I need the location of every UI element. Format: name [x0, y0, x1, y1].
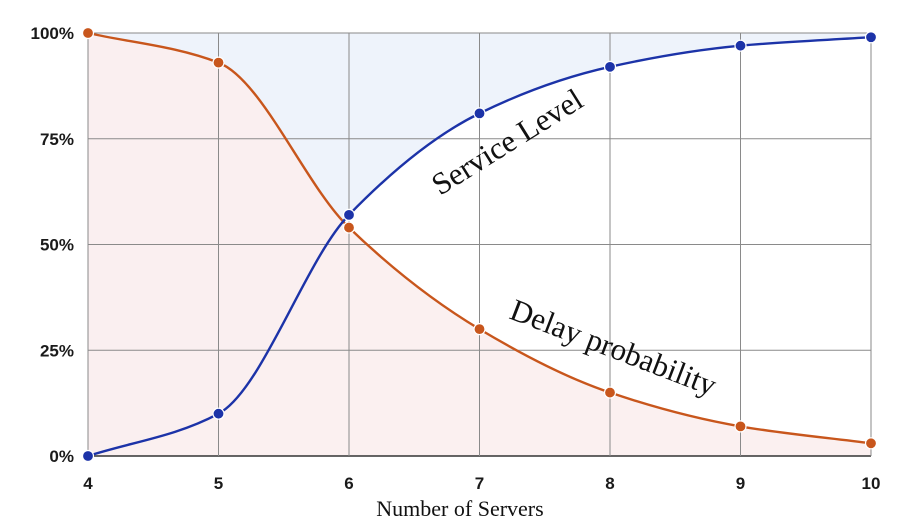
delay-probability-point: [81, 26, 95, 40]
y-tick-label: 25%: [40, 341, 74, 360]
delay-probability-point: [342, 221, 356, 234]
x-tick-label: 7: [475, 474, 484, 493]
y-tick-label: 100%: [31, 24, 74, 43]
service-level-point: [342, 208, 356, 221]
service-level-point: [473, 107, 486, 120]
service-level-point: [81, 449, 95, 463]
delay-probability-point: [864, 437, 878, 450]
x-tick-label: 10: [862, 474, 881, 493]
delay-probability-point: [734, 420, 747, 433]
gridlines: [87, 32, 872, 457]
x-tick-label: 5: [214, 474, 223, 493]
service-level-point: [212, 407, 225, 420]
service-level-point: [603, 60, 617, 73]
data-points: [81, 26, 878, 463]
tick-labels: 0% 25% 50% 75% 100% 4 5 6 7 8 9 10: [31, 24, 881, 493]
y-tick-label: 75%: [40, 130, 74, 149]
x-tick-label: 8: [605, 474, 614, 493]
delay-probability-point: [603, 386, 617, 399]
y-tick-label: 50%: [40, 236, 74, 255]
x-tick-label: 4: [83, 474, 93, 493]
delay-probability-point: [212, 56, 225, 69]
service-level-point: [864, 31, 878, 44]
service-level-point: [734, 39, 747, 52]
x-tick-label: 6: [344, 474, 353, 493]
x-tick-label: 9: [736, 474, 745, 493]
delay-probability-point: [473, 323, 486, 336]
x-axis-title: Number of Servers: [376, 496, 543, 521]
y-tick-label: 0%: [49, 447, 74, 466]
